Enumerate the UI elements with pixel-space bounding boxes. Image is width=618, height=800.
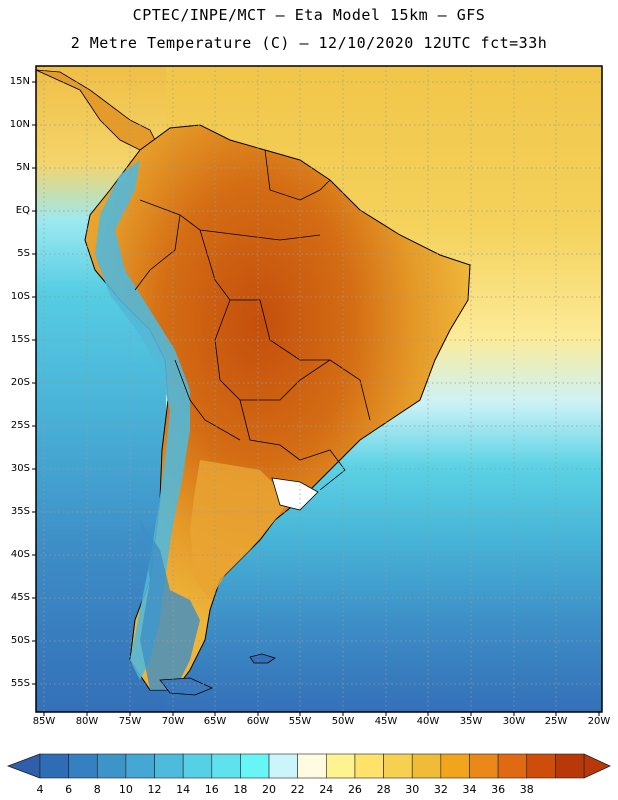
lon-label-75w: 75W	[118, 716, 142, 727]
lon-label-80w: 80W	[75, 716, 99, 727]
lat-label-35s: 35S	[10, 506, 30, 517]
country-borders	[134, 149, 371, 491]
colorbar-label: 28	[376, 783, 391, 796]
lat-label-10s: 10S	[10, 291, 30, 302]
lon-label-65w: 65W	[203, 716, 227, 727]
lon-label-35w: 35W	[459, 716, 483, 727]
colorbar-swatch	[526, 753, 556, 779]
title-line-1: CPTEC/INPE/MCT – Eta Model 15km – GFS	[132, 6, 486, 24]
colorbar-swatch	[297, 753, 327, 779]
lon-label-30w: 30W	[502, 716, 526, 727]
rio-de-la-plata	[271, 477, 319, 511]
lon-label-55w: 55W	[288, 716, 312, 727]
colorbar-label: 16	[204, 783, 219, 796]
colorbar-label: 18	[233, 783, 248, 796]
colorbar-swatch	[383, 753, 413, 779]
colorbar-swatch	[211, 753, 241, 779]
axis-ticks	[32, 81, 600, 716]
colorbar-swatch	[154, 753, 184, 779]
lat-label-55s: 55S	[10, 678, 30, 689]
lat-label-45s: 45S	[10, 592, 30, 603]
lon-label-20w: 20W	[587, 716, 611, 727]
tierra-del-fuego	[159, 677, 214, 696]
falkland-islands	[249, 653, 276, 664]
map-frame	[35, 65, 603, 713]
colorbar-swatch	[469, 753, 499, 779]
lat-label-eq: EQ	[15, 205, 30, 216]
lon-label-45w: 45W	[374, 716, 398, 727]
colorbar-label: 12	[147, 783, 162, 796]
colorbar-swatch	[39, 753, 69, 779]
colorbar-right-arrow	[583, 753, 611, 779]
colorbar-label: 34	[462, 783, 477, 796]
lon-label-25w: 25W	[544, 716, 568, 727]
colorbar-label: 6	[65, 783, 73, 796]
lat-label-30s: 30S	[10, 463, 30, 474]
lat-label-25s: 25S	[10, 420, 30, 431]
colorbar	[6, 753, 611, 779]
colorbar-swatch	[96, 753, 127, 779]
lat-label-50s: 50S	[10, 635, 30, 646]
colorbar-label: 38	[519, 783, 534, 796]
colorbar-swatch	[354, 753, 384, 779]
lon-label-70w: 70W	[161, 716, 185, 727]
lat-label-15s: 15S	[10, 334, 30, 345]
colorbar-swatch	[182, 753, 213, 779]
lat-label-10n: 10N	[9, 119, 30, 130]
colorbar-label: 36	[491, 783, 506, 796]
lat-label-20s: 20S	[10, 377, 30, 388]
lat-label-15n: 15N	[9, 76, 30, 87]
colorbar-label: 24	[319, 783, 334, 796]
lon-label-50w: 50W	[331, 716, 355, 727]
lat-label-5n: 5N	[16, 162, 30, 173]
lat-label-5s: 5S	[17, 248, 30, 259]
colorbar-left-arrow	[6, 753, 41, 779]
colorbar-label: 14	[176, 783, 191, 796]
colorbar-swatch	[240, 753, 270, 779]
colorbar-label: 26	[347, 783, 362, 796]
patagonia-andes	[140, 520, 200, 690]
colorbar-label: 30	[405, 783, 420, 796]
colorbar-label: 4	[36, 783, 44, 796]
colorbar-swatch	[268, 753, 298, 779]
andes-mountains	[95, 160, 190, 680]
colorbar-label: 20	[262, 783, 277, 796]
colorbar-swatch	[326, 753, 356, 779]
lon-label-85w: 85W	[32, 716, 56, 727]
colorbar-swatch	[440, 753, 470, 779]
colorbar-swatch	[68, 753, 98, 779]
colorbar-label: 8	[93, 783, 101, 796]
lon-label-60w: 60W	[246, 716, 270, 727]
colorbar-swatch	[555, 753, 585, 779]
colorbar-swatch	[497, 753, 528, 779]
colorbar-label: 22	[290, 783, 305, 796]
colorbar-label: 32	[433, 783, 448, 796]
colorbar-swatch	[411, 753, 442, 779]
title-line-2: 2 Metre Temperature (C) – 12/10/2020 12U…	[70, 34, 548, 52]
lon-label-40w: 40W	[416, 716, 440, 727]
colorbar-label: 10	[118, 783, 133, 796]
colorbar-swatch	[125, 753, 155, 779]
lat-label-40s: 40S	[10, 549, 30, 560]
